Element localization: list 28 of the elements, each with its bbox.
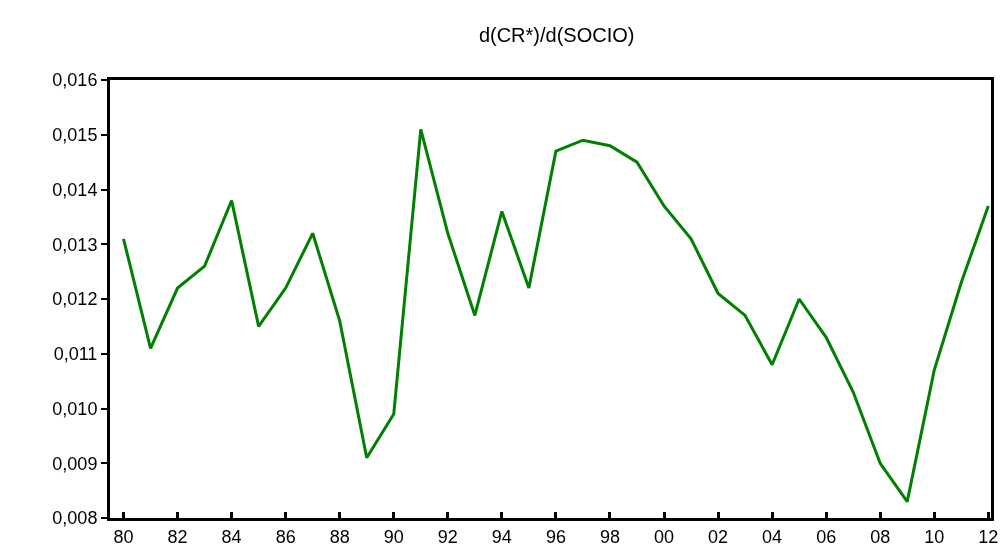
- x-tick-label: 86: [275, 526, 296, 547]
- x-tick-label: 08: [870, 526, 891, 547]
- x-tick-label: 02: [708, 526, 729, 547]
- chart-title: d(CR*)/d(SOCIO): [478, 23, 635, 46]
- y-tick-label: 0,010: [52, 398, 98, 419]
- x-tick-label: 10: [924, 526, 945, 547]
- x-tick-label: 82: [167, 526, 188, 547]
- x-tick-label: 88: [329, 526, 350, 547]
- y-tick-label: 0,013: [52, 234, 98, 255]
- line-series: [122, 127, 990, 504]
- y-tick-label: 0,009: [52, 453, 98, 474]
- x-tick-label: 94: [491, 526, 512, 547]
- y-tick-label: 0,015: [52, 125, 98, 146]
- y-tick-label: 0,016: [52, 70, 98, 91]
- y-tick-label: 0,008: [52, 508, 98, 529]
- x-tick-label: 06: [816, 526, 837, 547]
- x-tick-label: 84: [221, 526, 242, 547]
- x-tick-label: 80: [113, 526, 134, 547]
- x-tick-label: 00: [653, 526, 675, 547]
- x-tick-label: 92: [437, 526, 458, 547]
- x-tick-label: 96: [545, 526, 566, 547]
- y-tick-label: 0,012: [52, 289, 98, 310]
- y-tick-label: 0,014: [52, 179, 98, 200]
- x-tick-label: 98: [599, 526, 620, 547]
- x-tick-label: 04: [762, 526, 783, 547]
- x-tick-label: 90: [383, 526, 404, 547]
- y-tick-label: 0,011: [53, 344, 98, 365]
- x-tick-label: 12: [978, 526, 999, 547]
